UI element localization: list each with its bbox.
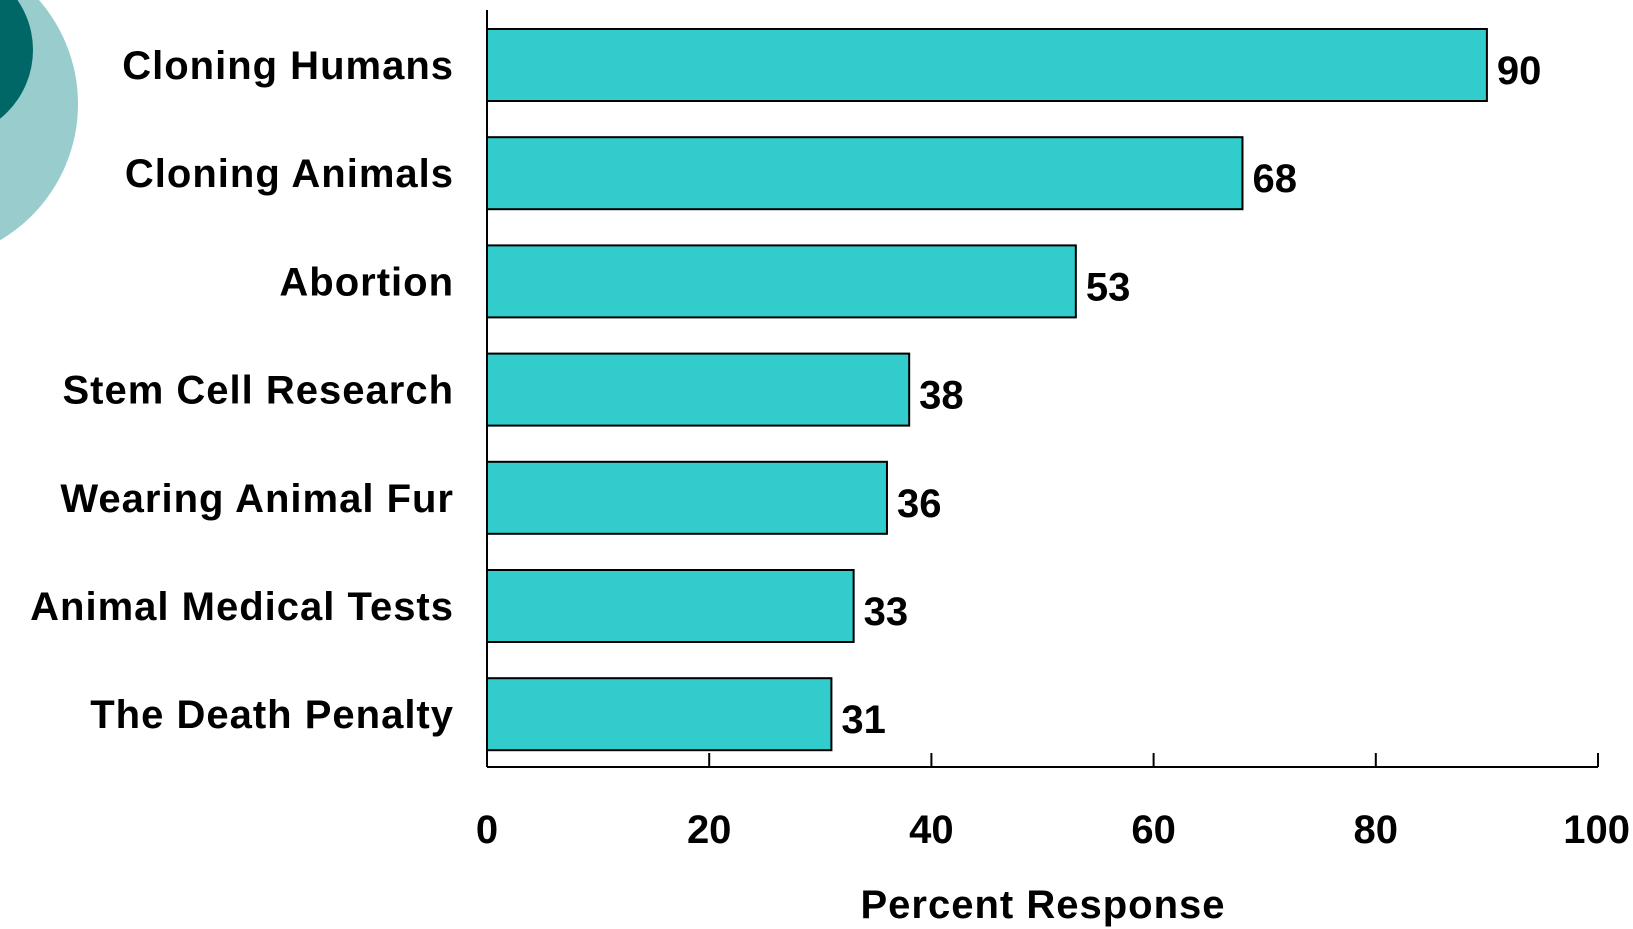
data-label: 33 (864, 590, 909, 634)
decoration (0, 0, 78, 241)
data-labels: 90 68 53 38 36 33 31 (841, 49, 1541, 742)
x-tick-label: 100 (1563, 808, 1630, 852)
data-label: 90 (1497, 49, 1542, 93)
category-label: The Death Penalty (90, 693, 454, 737)
x-tick-label: 80 (1354, 808, 1399, 852)
category-label: Cloning Humans (122, 44, 454, 88)
bar (486, 136, 1244, 211)
x-tick-label: 40 (909, 808, 954, 852)
decorative-dark-circle (0, 0, 33, 119)
bar (486, 244, 1077, 319)
category-label: Wearing Animal Fur (60, 477, 454, 521)
bars-layer (486, 28, 1488, 752)
x-tick-label: 0 (476, 808, 498, 852)
x-tick-label: 60 (1131, 808, 1176, 852)
data-label: 31 (841, 698, 886, 742)
category-label: Cloning Animals (125, 152, 454, 196)
bar (486, 28, 1488, 102)
data-label: 38 (919, 374, 964, 418)
data-label: 68 (1252, 157, 1297, 201)
bar (486, 352, 911, 427)
bar (486, 677, 833, 752)
category-label: Stem Cell Research (62, 369, 454, 413)
bar (486, 460, 888, 535)
x-tick-label: 20 (687, 808, 732, 852)
bar (486, 569, 855, 643)
data-label: 53 (1086, 265, 1131, 309)
category-label: Animal Medical Tests (30, 585, 454, 629)
axes: 0 20 40 60 80 100 (476, 10, 1630, 852)
data-label: 36 (897, 482, 942, 526)
category-labels: Cloning Humans Cloning Animals Abortion Ste… (30, 44, 454, 737)
x-axis-title: Percent Response (860, 883, 1225, 927)
category-label: Abortion (279, 260, 454, 304)
